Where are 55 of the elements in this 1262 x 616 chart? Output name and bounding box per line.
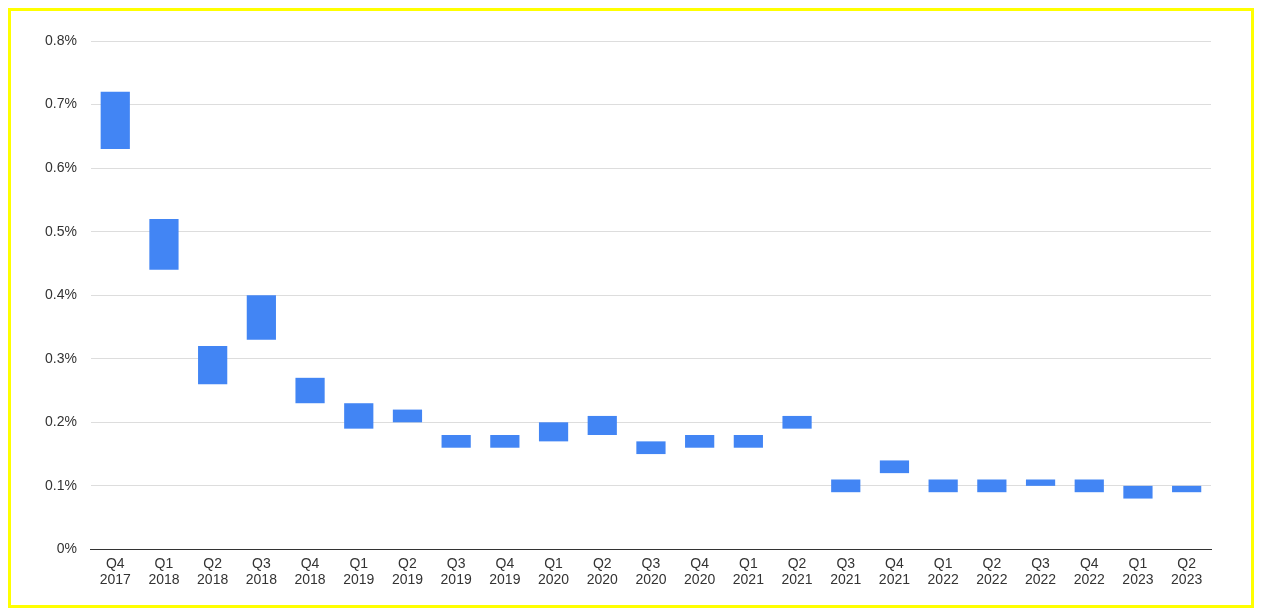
bar <box>100 91 130 150</box>
y-tick-label: 0.8% <box>44 31 77 48</box>
bar <box>1172 485 1202 493</box>
x-tick-label: Q4 2017 <box>99 554 132 588</box>
x-tick-label: Q2 2018 <box>197 554 229 588</box>
x-tick-label: Q1 2019 <box>343 554 375 588</box>
bar <box>1074 479 1104 493</box>
x-tick-label: Q2 2019 <box>391 554 424 588</box>
x-tick-label: Q4 2020 <box>684 554 716 588</box>
x-tick-label: Q1 2022 <box>927 554 959 588</box>
bar <box>538 422 569 442</box>
bar <box>977 479 1007 493</box>
y-tick-label: 0.5% <box>44 222 77 239</box>
y-tick-label: 0.2% <box>44 413 77 430</box>
y-tick-label: 0.4% <box>44 286 77 303</box>
bar <box>928 479 958 493</box>
x-tick-label: Q4 2018 <box>294 554 326 588</box>
bar <box>246 295 276 340</box>
bar <box>490 435 520 448</box>
x-tick-label: Q2 2023 <box>1171 554 1203 588</box>
x-tick-label: Q3 2021 <box>830 554 862 588</box>
bar <box>831 479 861 493</box>
y-tick-label: 0.6% <box>44 158 77 175</box>
y-tick-label: 0.3% <box>44 349 77 366</box>
bar <box>198 346 228 385</box>
y-tick-label: 0% <box>56 540 77 557</box>
bar <box>441 435 471 448</box>
bar <box>149 218 179 270</box>
x-tick-label: Q1 2020 <box>537 554 570 588</box>
x-tick-label: Q4 2022 <box>1073 554 1106 588</box>
x-tick-label: Q4 2021 <box>878 554 911 588</box>
x-tick-label: Q2 2021 <box>781 554 813 588</box>
x-tick-label: Q3 2018 <box>245 554 278 588</box>
y-tick-label: 0.1% <box>44 476 77 493</box>
bar <box>636 441 666 455</box>
bar <box>344 403 374 429</box>
bar <box>392 409 423 423</box>
bar <box>587 415 617 436</box>
bar <box>733 435 763 448</box>
x-tick-label: Q1 2023 <box>1122 554 1154 588</box>
bar <box>782 415 812 429</box>
x-tick-label: Q1 2021 <box>732 554 765 588</box>
x-tick-label: Q2 2020 <box>586 554 619 588</box>
y-tick-label: 0.7% <box>44 95 77 112</box>
bar <box>685 435 715 448</box>
bar <box>295 377 325 404</box>
x-tick-label: Q1 2018 <box>148 554 180 588</box>
x-tick-label: Q4 2019 <box>489 554 521 588</box>
x-tick-label: Q3 2020 <box>635 554 667 588</box>
bar <box>1025 479 1056 486</box>
x-tick-label: Q3 2019 <box>440 554 472 588</box>
bar <box>1123 485 1153 499</box>
x-tick-label: Q3 2022 <box>1024 554 1057 588</box>
x-tick-label: Q2 2022 <box>976 554 1008 588</box>
bar <box>879 460 910 474</box>
